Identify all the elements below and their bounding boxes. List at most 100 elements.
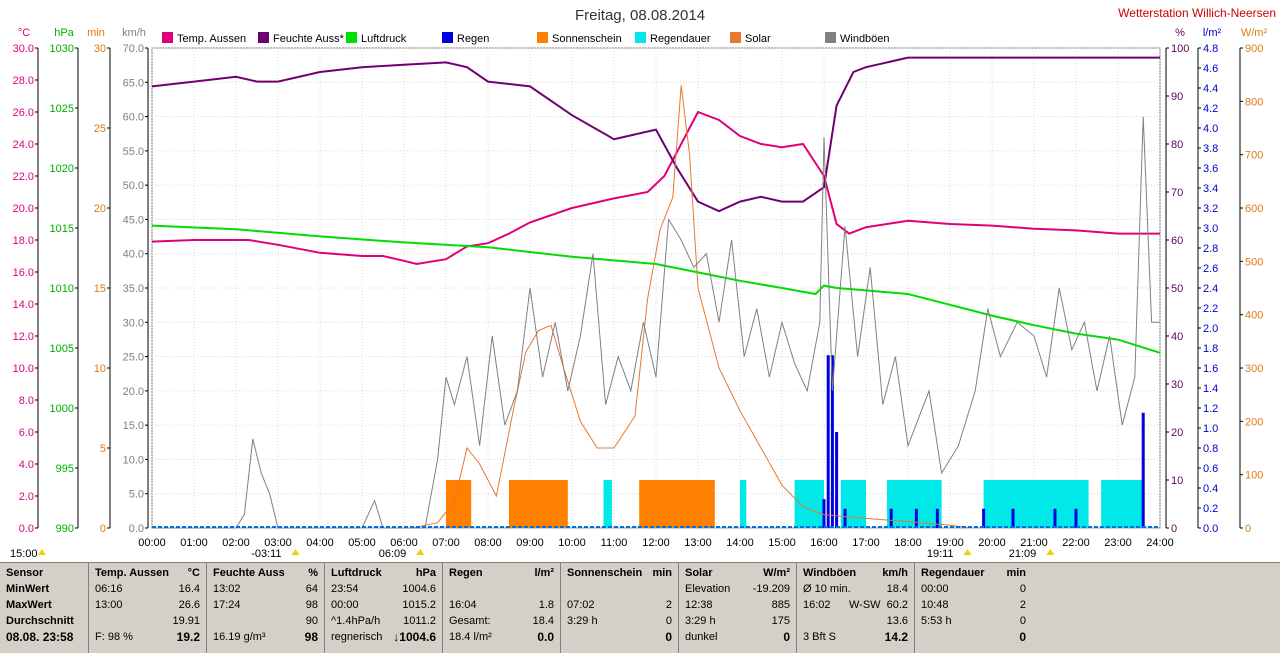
station-name: Wetterstation Willich-Neersen (1118, 6, 1276, 20)
axis-unit-label: km/h (122, 27, 146, 39)
x-tick-label: 22:00 (1062, 537, 1090, 549)
table-column: Luftdruck hPa 23:54 1004.6 00:00 1015.2 ^1.4hP… (324, 563, 442, 653)
table-cell: 3:29 h (567, 615, 598, 627)
table-cell: ^1.4hPa/h (331, 615, 381, 627)
column-unit: km/h (882, 567, 908, 579)
sun-marker-label: 06:09 (379, 548, 407, 560)
x-tick-label: 20:00 (978, 537, 1006, 549)
y-tick-label: 0.0 (1203, 523, 1218, 535)
column-unit: W/m² (763, 567, 790, 579)
x-tick-label: 15:00 (768, 537, 796, 549)
table-column: Windböen km/h Ø 10 min. 18.4 16:02 W-SW 60.2 13… (796, 563, 914, 653)
line-solar (412, 85, 972, 529)
y-tick-label: 0.4 (1203, 483, 1218, 495)
y-tick-label: 35.0 (123, 283, 144, 295)
y-tick-label: 50 (1171, 283, 1183, 295)
sun-marker-label: -03:11 (251, 548, 281, 560)
table-cell: 1.8 (538, 599, 554, 611)
row-label: Sensor (6, 567, 44, 579)
table-cell: 23:54 (331, 583, 359, 595)
table-cell: 18.4 (886, 583, 908, 595)
table-cell: ↓1004.6 (393, 630, 436, 644)
y-tick-label: 20 (94, 203, 106, 215)
table-cell: 18.4 l/m² (449, 631, 492, 643)
y-tick-label: 800 (1245, 96, 1263, 108)
table-cell: 0 (1019, 583, 1026, 595)
table-column: Regen l/m² 16:04 1.8 Gesamt: 18.4 18.4 l/m² 0.0 (442, 563, 560, 653)
y-tick-label: 25.0 (123, 352, 144, 364)
y-tick-label: 70.0 (123, 43, 144, 55)
legend-swatch (162, 32, 173, 43)
y-tick-label: 24.0 (13, 139, 34, 151)
y-tick-label: 70 (1171, 187, 1183, 199)
y-tick-label: 2.2 (1203, 303, 1218, 315)
table-cell: 13:00 (95, 599, 123, 611)
y-tick-label: 500 (1245, 256, 1263, 268)
legend-label: Solar (745, 33, 771, 45)
y-tick-label: 4.6 (1203, 63, 1218, 75)
column-title: Temp. Aussen (95, 567, 169, 579)
y-tick-label: 995 (56, 463, 74, 475)
table-row: 16:04 1.8 (443, 597, 560, 613)
y-tick-label: 28.0 (13, 75, 34, 87)
summary-table: Sensor MinWert MaxWert Durchschnitt 08.0… (0, 562, 1280, 653)
y-tick-label: 5 (100, 443, 106, 455)
table-row: 06:16 16.4 (89, 581, 206, 597)
table-row: 3 Bft S 14.2 (797, 629, 914, 645)
table-cell: 3:29 h (685, 615, 716, 627)
sun-marker-icon (291, 549, 300, 555)
y-tick-label: 1.8 (1203, 343, 1218, 355)
column-title: Feuchte Auss (213, 567, 285, 579)
table-cell: 64 (305, 583, 318, 595)
table-row: regnerisch ↓1004.6 (325, 629, 442, 645)
sun-marker-label: 15:00 (10, 548, 38, 560)
table-row: 3:29 h 0 (561, 613, 678, 629)
x-tick-label: 18:00 (894, 537, 922, 549)
axis-unit-label: hPa (54, 27, 74, 39)
table-cell: Ø 10 min. (803, 583, 851, 595)
legend-swatch (442, 32, 453, 43)
y-tick-label: 0.0 (129, 523, 144, 535)
x-tick-label: 12:00 (642, 537, 670, 549)
y-tick-label: 300 (1245, 363, 1263, 375)
y-tick-label: 65.0 (123, 77, 144, 89)
y-tick-label: 0.6 (1203, 463, 1218, 475)
table-row: 19.91 (89, 613, 206, 629)
y-tick-label: 3.4 (1203, 183, 1218, 195)
legend-label: Regen (457, 33, 489, 45)
y-tick-label: 50.0 (123, 180, 144, 192)
bar-regen (822, 499, 826, 528)
y-tick-label: 40 (1171, 331, 1183, 343)
column-unit: min (1006, 567, 1026, 579)
y-tick-label: 4.4 (1203, 83, 1218, 95)
y-tick-label: 4.0 (1203, 123, 1218, 135)
table-row: 23:54 1004.6 (325, 581, 442, 597)
y-tick-label: 5.0 (129, 489, 144, 501)
column-title: Solar (685, 567, 713, 579)
y-tick-label: 20 (1171, 427, 1183, 439)
table-row: dunkel 0 (679, 629, 796, 645)
y-tick-label: 60.0 (123, 112, 144, 124)
y-tick-label: 45.0 (123, 214, 144, 226)
table-cell: 2 (665, 599, 672, 611)
legend-label: Windböen (840, 33, 890, 45)
y-tick-label: 2.0 (19, 491, 34, 503)
table-cell: 19.91 (172, 615, 200, 627)
table-row: 12:38 885 (679, 597, 796, 613)
x-tick-label: 21:00 (1020, 537, 1048, 549)
table-column: Temp. Aussen °C 06:16 16.4 13:00 26.6 19.91 F: … (88, 563, 206, 653)
row-label: MinWert (6, 583, 50, 595)
y-tick-label: 10 (1171, 475, 1183, 487)
block-regendauer (603, 480, 612, 528)
y-tick-label: 6.0 (19, 427, 34, 439)
table-cell: 2 (1019, 599, 1026, 611)
table-row: 13:02 64 (207, 581, 324, 597)
table-row: 17:24 98 (207, 597, 324, 613)
column-title: Luftdruck (331, 567, 382, 579)
y-tick-label: 1025 (50, 103, 74, 115)
x-tick-label: 08:00 (474, 537, 502, 549)
y-tick-label: 2.6 (1203, 263, 1218, 275)
table-row (561, 581, 678, 597)
column-title: Regendauer (921, 567, 985, 579)
x-tick-label: 13:00 (684, 537, 712, 549)
